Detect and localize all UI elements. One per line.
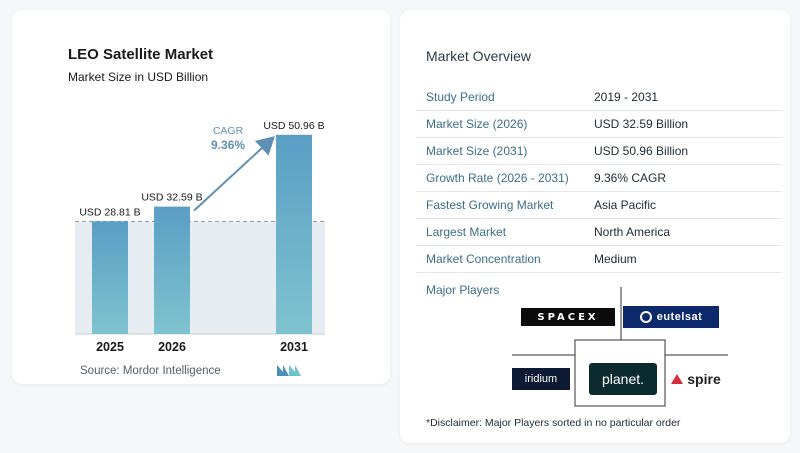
eutelsat-logo: eutelsat <box>623 306 719 328</box>
bar-2026 <box>154 206 190 334</box>
overview-row-label: Market Size (2031) <box>426 144 528 158</box>
overview-row-value: North America <box>594 225 671 239</box>
spire-triangle-icon <box>671 374 684 384</box>
overview-row-label: Largest Market <box>426 225 507 239</box>
x-tick-label: 2031 <box>280 340 308 354</box>
spire-logo-text: spire <box>687 371 721 387</box>
cagr-arrow <box>193 136 275 212</box>
bar-2025 <box>92 221 128 334</box>
overview-title: Market Overview <box>426 48 532 64</box>
overview-row: Market Concentration Medium <box>416 246 782 273</box>
x-tick-label: 2026 <box>158 340 186 354</box>
major-players-title: Major Players <box>426 283 500 297</box>
overview-row: Growth Rate (2026 - 2031) 9.36% CAGR <box>416 165 782 192</box>
chart-title: LEO Satellite Market <box>68 46 214 63</box>
overview-row-label: Fastest Growing Market <box>426 198 554 212</box>
overview-row-value: USD 50.96 Billion <box>594 144 689 158</box>
iridium-logo: iridium <box>512 368 570 390</box>
mordor-logo-icon <box>277 365 301 376</box>
spire-logo: spire <box>667 369 725 389</box>
spacex-logo: SPACEX <box>521 308 615 326</box>
bar-value-label: USD 50.96 B <box>263 120 324 132</box>
overview-row: Fastest Growing Market Asia Pacific <box>416 192 782 219</box>
bar-value-label: USD 32.59 B <box>141 192 202 204</box>
overview-row-label: Growth Rate (2026 - 2031) <box>426 171 569 185</box>
overview-row-label: Market Concentration <box>426 252 541 266</box>
bar-chart: USD 28.81 B 2025 USD 32.59 B 2026 USD 50.96 … <box>75 120 325 354</box>
eutelsat-logo-text: eutelsat <box>656 311 703 323</box>
bar-2031 <box>276 134 312 334</box>
bar-value-label: USD 28.81 B <box>79 206 140 218</box>
overview-row-label: Study Period <box>426 90 495 104</box>
cagr-value: 9.36% <box>211 138 245 152</box>
overview-row: Market Size (2026) USD 32.59 Billion <box>416 111 782 138</box>
overview-row-value: USD 32.59 Billion <box>594 117 689 131</box>
overview-row: Market Size (2031) USD 50.96 Billion <box>416 138 782 165</box>
overview-row-value: 9.36% CAGR <box>594 171 667 185</box>
source-text: Source: Mordor Intelligence <box>80 365 221 377</box>
disclaimer: *Disclaimer: Major Players sorted in no … <box>426 417 681 429</box>
overview-row-value: Asia Pacific <box>594 198 657 212</box>
overview-row-value: Medium <box>594 252 637 266</box>
x-tick-label: 2025 <box>96 340 124 354</box>
overview-table: Study Period 2019 - 2031 Market Size (2026… <box>416 84 782 273</box>
cagr-label: CAGR <box>213 125 244 137</box>
chart-subtitle: Market Size in USD Billion <box>68 70 209 84</box>
overview-row-label: Market Size (2026) <box>426 117 528 131</box>
overview-row: Largest Market North America <box>416 219 782 246</box>
eutelsat-ring-icon <box>639 311 652 323</box>
overview-row: Study Period 2019 - 2031 <box>416 84 782 111</box>
overview-row-value: 2019 - 2031 <box>594 90 659 104</box>
planet-logo: planet. <box>589 363 657 395</box>
